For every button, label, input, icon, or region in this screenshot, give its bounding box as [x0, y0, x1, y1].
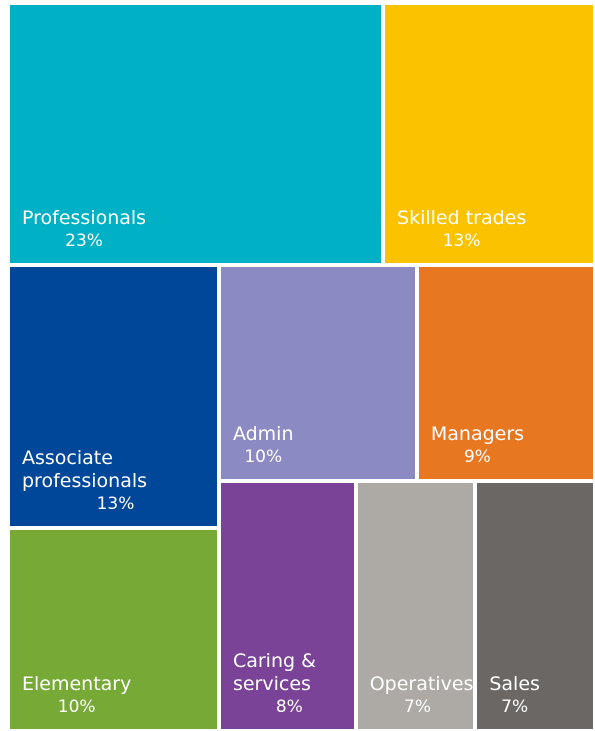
tile-label: Associate professionals 13%	[22, 447, 209, 516]
tile: Sales 7%	[477, 482, 593, 729]
tile: Elementary 10%	[10, 530, 217, 729]
value-label: 7%	[501, 696, 529, 717]
tile-label: Operatives 7%	[369, 672, 474, 719]
tile: Managers 9%	[418, 267, 593, 479]
category-label: Professionals	[22, 207, 147, 230]
tile-label: Admin 10%	[233, 423, 294, 469]
value-label: 8%	[275, 696, 303, 717]
tile-label: Elementary 10%	[22, 673, 131, 719]
tile: Admin 10%	[220, 267, 415, 479]
value-label: 23%	[65, 231, 103, 252]
category-label: Skilled trades	[397, 207, 527, 230]
tile-label: Caring & services 8%	[233, 650, 346, 719]
category-label: Managers	[430, 422, 525, 445]
tile-label: Sales 7%	[489, 673, 540, 719]
tile: Operatives 7%	[357, 482, 474, 729]
tile: Skilled trades 13%	[385, 5, 593, 264]
value-label: 13%	[96, 494, 135, 515]
category-label: Operatives	[369, 672, 474, 695]
tile-label: Professionals 23%	[22, 207, 146, 253]
value-label: 13%	[442, 231, 481, 252]
value-label: 10%	[244, 446, 283, 467]
value-label: 7%	[404, 696, 431, 717]
value-label: 9%	[463, 446, 491, 467]
tile: Associate professionals 13%	[10, 267, 217, 527]
tile: Professionals 23%	[10, 5, 382, 264]
value-label: 10%	[57, 696, 96, 717]
tile-label: Managers 9%	[431, 423, 524, 469]
category-label: Caring & services	[232, 649, 316, 695]
tile: Caring & services 8%	[220, 482, 354, 729]
category-label: Admin	[232, 422, 294, 445]
category-label: Associate professionals	[22, 447, 148, 493]
category-label: Elementary	[22, 672, 132, 695]
category-label: Sales	[489, 672, 540, 695]
tile-label: Skilled trades 13%	[397, 207, 526, 253]
